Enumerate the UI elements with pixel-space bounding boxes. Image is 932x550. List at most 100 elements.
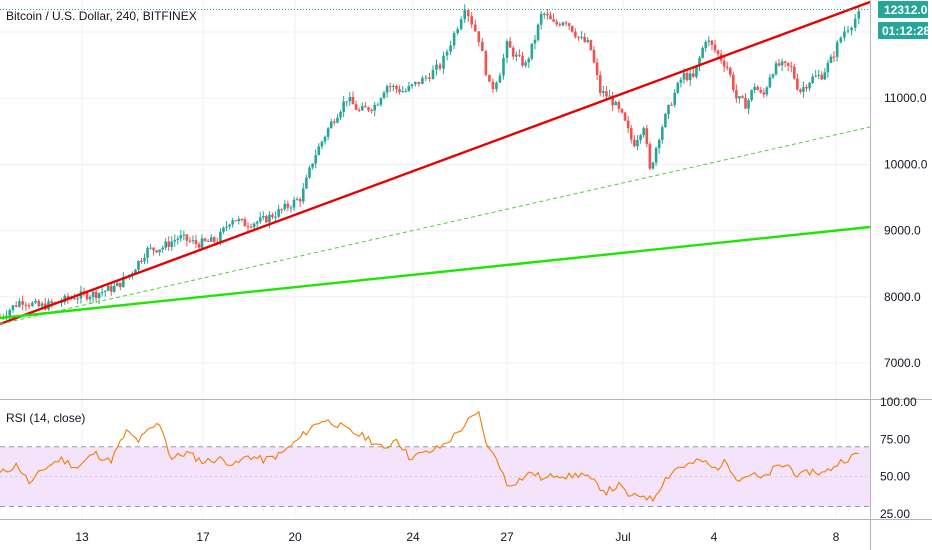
candle-body — [592, 50, 596, 63]
candle-body — [701, 47, 704, 58]
candle-body — [614, 101, 618, 106]
candle-body — [636, 139, 639, 147]
candle-body — [94, 291, 98, 299]
price-tick-label: 11000.0 — [884, 91, 927, 105]
candle-body — [673, 92, 677, 105]
candle-body — [209, 237, 213, 242]
candle-body — [857, 11, 861, 19]
candle-body — [308, 167, 311, 178]
candle-body — [212, 237, 216, 243]
candle-body — [252, 223, 256, 228]
candle-body — [762, 92, 766, 95]
chart-title: Bitcoin / U.S. Dollar, 240, BITFINEX — [6, 9, 197, 23]
candle-body — [753, 86, 756, 91]
candle-body — [404, 90, 408, 92]
candle-body — [623, 112, 627, 121]
rsi-title: RSI (14, close) — [6, 411, 85, 425]
candle-body — [695, 66, 698, 77]
time-tick-label: 8 — [833, 530, 840, 544]
candle-body — [704, 41, 708, 48]
candle-body — [783, 61, 787, 63]
candle-body — [323, 136, 327, 142]
candle-body — [170, 241, 174, 247]
candle-body — [222, 227, 225, 232]
candle-body — [713, 44, 717, 51]
candle-body — [203, 238, 207, 241]
candle-body — [546, 13, 549, 16]
candle-body — [398, 88, 401, 93]
candle-body — [744, 97, 747, 109]
candle-body — [539, 13, 543, 25]
candle-body — [473, 24, 477, 32]
candle-body — [91, 291, 95, 298]
candle-body — [829, 56, 833, 63]
candle-body — [388, 86, 392, 88]
candle-body — [354, 104, 358, 110]
candle-body — [577, 36, 580, 38]
candle-body — [567, 23, 571, 26]
candle-body — [197, 243, 201, 248]
candle-body — [24, 304, 28, 306]
candle-body — [481, 42, 484, 52]
candle-body — [732, 74, 735, 91]
price-tick-label: 10000.0 — [884, 157, 928, 171]
candle-body — [846, 30, 850, 32]
last-price-value: 12312.0 — [884, 3, 928, 17]
candle-body — [796, 78, 799, 90]
candle-body — [515, 54, 518, 57]
last-price-tag[interactable]: 12312.0 01:12:28 — [878, 1, 930, 39]
candle-body — [750, 90, 753, 101]
candle-body — [367, 107, 370, 111]
candle-body — [648, 144, 652, 169]
candle-body — [182, 234, 186, 236]
candle-body — [298, 199, 302, 202]
candle-body — [633, 139, 636, 147]
candle-body — [88, 297, 92, 300]
candle-body — [811, 76, 814, 83]
candle-body — [329, 121, 333, 129]
candle-body — [106, 285, 110, 291]
grid-layer — [0, 0, 870, 518]
green-trendline — [0, 225, 871, 320]
candle-body — [660, 127, 664, 140]
candle-body — [292, 199, 296, 208]
candle-body — [417, 81, 421, 85]
candle-body — [602, 91, 605, 93]
candle-body — [311, 163, 314, 168]
candle-body — [521, 55, 524, 66]
candle-body — [620, 108, 624, 113]
candle-body — [305, 177, 308, 189]
candle-body — [771, 74, 775, 78]
candle-body — [301, 188, 305, 202]
candle-body — [50, 301, 54, 304]
candle-body — [802, 87, 805, 92]
time-tick-label: 17 — [196, 530, 210, 544]
candle-body — [336, 117, 339, 123]
countdown-value: 01:12:28 — [882, 24, 930, 38]
candle-body — [237, 218, 241, 222]
candle-body — [173, 240, 177, 242]
candle-body — [707, 40, 711, 42]
candle-body — [491, 81, 495, 90]
candle-body — [357, 109, 361, 111]
candle-body — [765, 87, 769, 95]
candle-body — [605, 91, 608, 97]
candle-body — [414, 81, 417, 85]
candle-body — [274, 216, 277, 218]
candle-body — [735, 90, 738, 99]
candle-body — [780, 61, 784, 66]
candle-body — [351, 96, 355, 105]
candle-body — [410, 84, 414, 87]
candle-body — [484, 51, 488, 75]
candle-body — [502, 57, 505, 76]
candle-body — [219, 231, 222, 244]
red-trendline — [0, 0, 871, 326]
candle-body — [112, 286, 116, 292]
candle-body — [262, 215, 265, 218]
candle-body — [277, 209, 280, 217]
candle-body — [530, 43, 534, 59]
candle-body — [109, 285, 113, 292]
candle-body — [5, 315, 8, 317]
candle-body — [725, 66, 729, 68]
